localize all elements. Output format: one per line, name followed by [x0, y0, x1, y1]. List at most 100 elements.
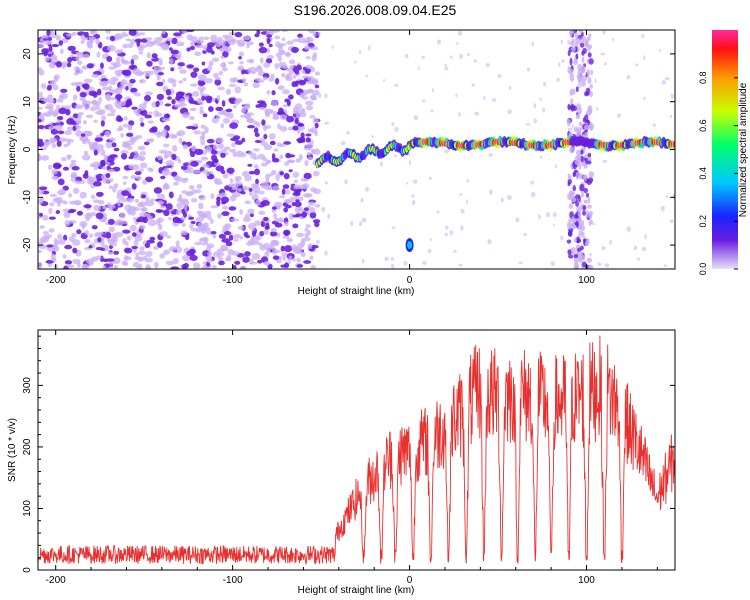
- heatmap-band-cell: [583, 187, 589, 194]
- heatmap-noise-cell: [190, 227, 199, 232]
- heatmap-noise-cell: [312, 170, 320, 177]
- heatmap-noise-cell: [308, 30, 315, 34]
- heatmap-band-cell: [588, 211, 593, 220]
- heatmap-noise-cell: [163, 209, 170, 217]
- heatmap-noise-cell: [133, 240, 139, 246]
- heatmap-faint-cell: [411, 194, 415, 198]
- heatmap-faint-cell: [507, 195, 512, 201]
- heatmap-faint-cell: [428, 176, 432, 181]
- heatmap-faint-cell: [412, 179, 418, 184]
- heatmap-noise-cell: [228, 83, 237, 88]
- colorbar: 0.0 0.2 0.4 0.6 0.8 Normalized spectral ampl…: [698, 30, 749, 275]
- heatmap-noise-cell: [200, 81, 206, 86]
- heatmap-noise-cell: [257, 259, 263, 264]
- heatmap-noise-cell: [38, 92, 43, 97]
- heatmap-noise-cell: [265, 178, 270, 183]
- heatmap-noise-cell: [287, 126, 294, 131]
- heatmap-noise-cell: [291, 46, 299, 54]
- heatmap-noise-cell: [202, 113, 208, 118]
- heatmap-noise-cell: [286, 159, 295, 164]
- heatmap-noise-cell: [105, 30, 111, 34]
- heatmap-faint-cell: [404, 53, 409, 59]
- heatmap-noise-cell: [125, 38, 131, 42]
- heatmap-noise-cell: [305, 137, 311, 143]
- heatmap-faint-cell: [550, 260, 555, 267]
- heatmap-noise-cell: [67, 45, 76, 52]
- heatmap-noise-cell: [222, 50, 229, 58]
- heatmap-noise-cell: [116, 116, 124, 123]
- heatmap-noise-cell: [271, 206, 277, 210]
- heatmap-noise-cell: [163, 154, 169, 159]
- heatmap-band-cell: [567, 249, 572, 256]
- colorbar-label: Normalized spectral amplitude: [738, 82, 749, 217]
- heatmap-noise-cell: [239, 208, 244, 215]
- heatmap-noise-cell: [81, 263, 90, 269]
- heatmap-noise-cell: [139, 32, 146, 36]
- heatmap-noise-cell: [274, 77, 280, 85]
- heatmap-noise-cell: [294, 80, 299, 87]
- heatmap-noise-cell: [38, 189, 44, 195]
- heatmap-band-cell: [569, 146, 575, 154]
- heatmap-noise-cell: [171, 153, 177, 161]
- heatmap-faint-cell: [460, 208, 465, 214]
- heatmap-faint-cell: [543, 82, 547, 87]
- heatmap-noise-cell: [241, 137, 246, 143]
- heatmap-noise-cell: [220, 55, 225, 59]
- heatmap-noise-cell: [266, 54, 274, 60]
- heatmap-band-cell: [573, 59, 578, 66]
- heatmap-noise-cell: [65, 33, 74, 37]
- heatmap-noise-cell: [295, 158, 301, 163]
- heatmap-noise-cell: [166, 235, 172, 239]
- heatmap-noise-cell: [212, 73, 219, 78]
- heatmap-noise-cell: [286, 154, 296, 158]
- heatmap-noise-cell: [192, 262, 201, 269]
- heatmap-noise-cell: [120, 81, 126, 87]
- heatmap-faint-cell: [473, 59, 478, 63]
- heatmap-noise-cell: [167, 96, 172, 100]
- heatmap-noise-cell: [100, 159, 106, 166]
- heatmap-noise-cell: [198, 194, 206, 201]
- heatmap-noise-cell: [111, 89, 118, 95]
- heatmap-noise-cell: [242, 77, 247, 83]
- heatmap-noise-cell: [105, 172, 111, 178]
- heatmap-noise-cell: [305, 133, 312, 137]
- heatmap-noise-cell: [312, 79, 319, 85]
- heatmap-noise-cell: [168, 246, 178, 252]
- heatmap-noise-cell: [75, 51, 82, 56]
- heatmap-noise-cell: [106, 113, 115, 117]
- heatmap-noise-cell: [217, 213, 222, 219]
- heatmap-noise-cell: [144, 95, 151, 102]
- heatmap-noise-cell: [52, 84, 59, 91]
- heatmap-band-cell: [578, 30, 583, 34]
- heatmap-noise-cell: [160, 175, 166, 180]
- heatmap-y-tick-label: 10: [22, 96, 33, 108]
- heatmap-noise-cell: [144, 257, 153, 263]
- heatmap-faint-cell: [350, 220, 354, 227]
- heatmap-noise-cell: [138, 103, 147, 110]
- heatmap-noise-cell: [304, 207, 309, 212]
- heatmap-noise-cell: [59, 137, 67, 143]
- heatmap-faint-cell: [665, 195, 669, 198]
- heatmap-noise-cell: [94, 104, 101, 111]
- heatmap-x-tick-label: -100: [223, 275, 243, 286]
- heatmap-noise-cell: [48, 228, 55, 233]
- heatmap-noise-cell: [266, 34, 273, 38]
- heatmap-noise-cell: [300, 132, 305, 139]
- heatmap-noise-cell: [105, 141, 114, 149]
- heatmap-noise-cell: [239, 236, 244, 240]
- heatmap-noise-cell: [51, 168, 58, 175]
- heatmap-band-cell: [584, 153, 588, 159]
- heatmap-noise-cell: [180, 230, 188, 236]
- heatmap-noise-cell: [93, 149, 98, 156]
- heatmap-noise-cell: [206, 45, 213, 53]
- heatmap-noise-cell: [233, 233, 241, 239]
- heatmap-band-cell: [572, 185, 577, 192]
- heatmap-noise-cell: [106, 156, 115, 163]
- heatmap-faint-cell: [571, 125, 575, 129]
- heatmap-noise-cell: [239, 266, 246, 269]
- heatmap-noise-cell: [224, 223, 232, 229]
- heatmap-noise-cell: [289, 65, 295, 69]
- heatmap-noise-cell: [270, 239, 279, 244]
- heatmap-noise-cell: [199, 237, 203, 243]
- heatmap-band-cell: [586, 179, 592, 185]
